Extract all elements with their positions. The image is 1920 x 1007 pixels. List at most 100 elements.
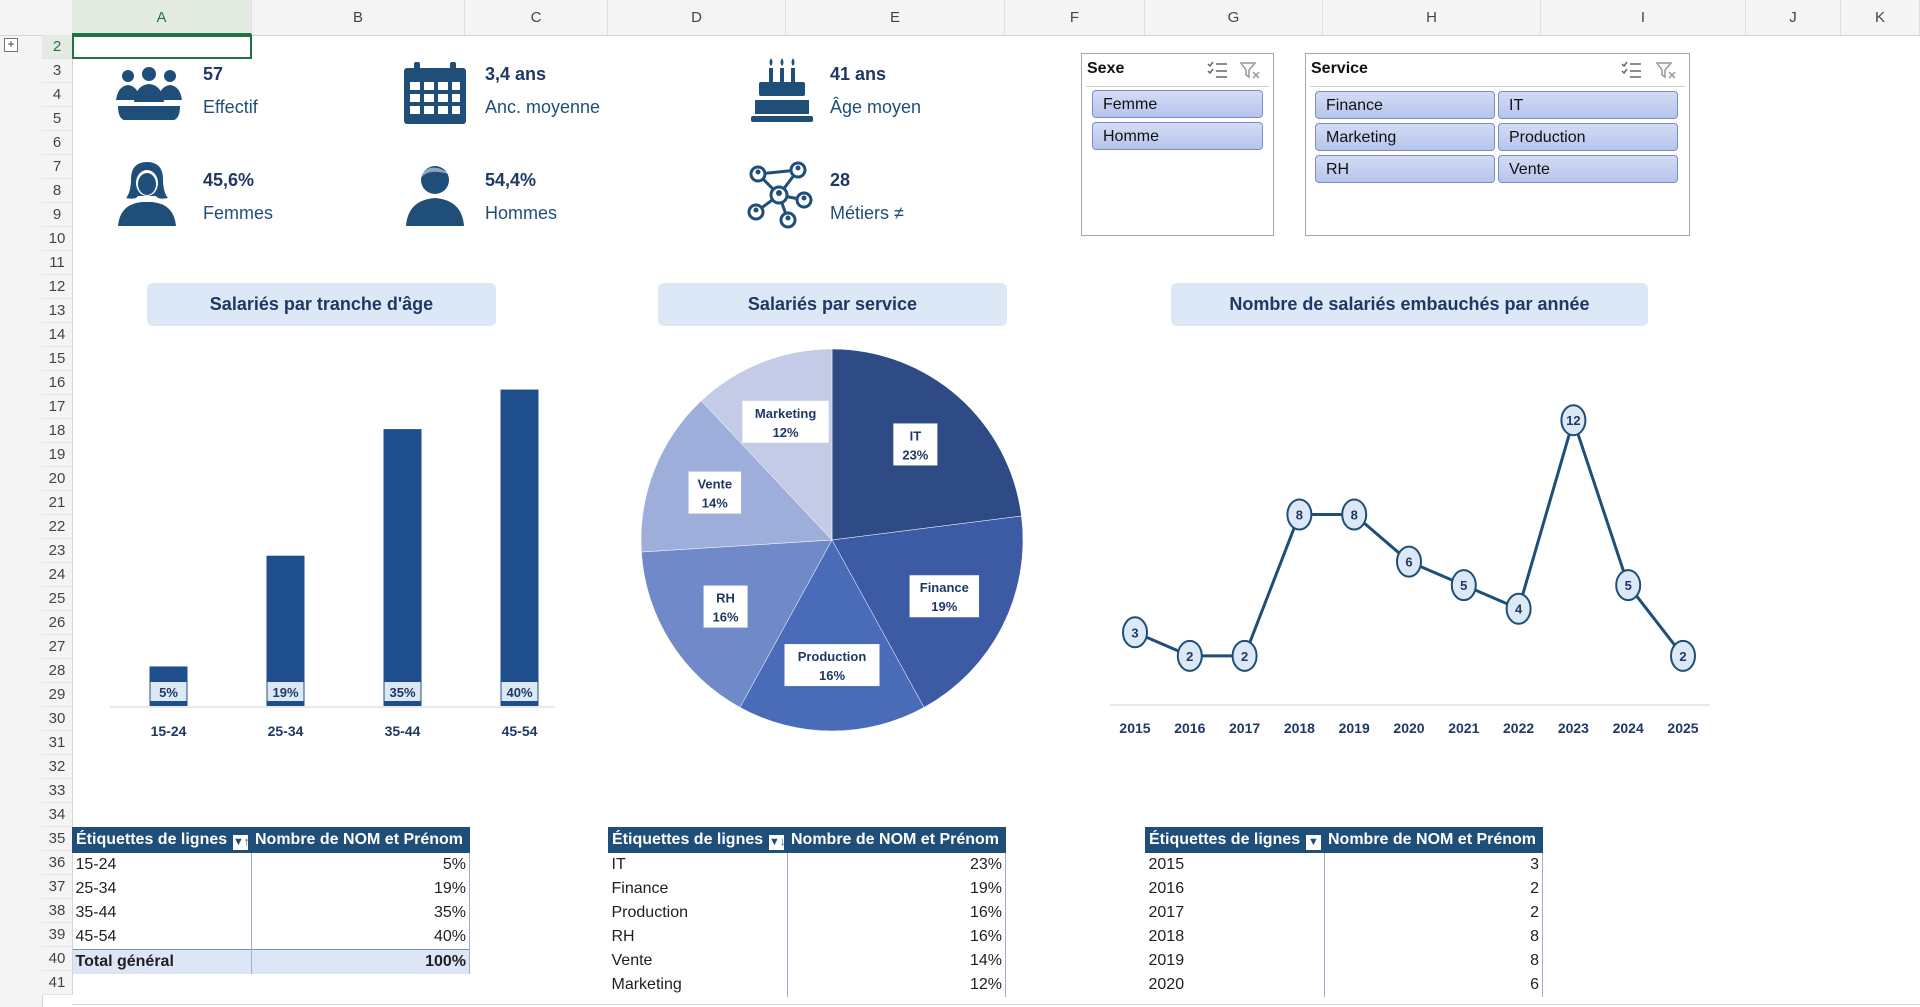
sort-filter-icon[interactable]: ▼↓ [769, 834, 786, 850]
pivot-year-header-count[interactable]: Nombre de NOM et Prénom [1324, 827, 1543, 853]
pie-chart-service[interactable]: IT 23% Finance 19% Production 16% RH 16% Vente 14… [620, 340, 1050, 740]
row-header[interactable]: 39 [42, 923, 72, 947]
row-header[interactable]: 20 [42, 467, 72, 491]
slicer-item-rh[interactable]: RH [1315, 155, 1495, 183]
man-icon [406, 166, 464, 226]
row-header[interactable]: 14 [42, 323, 72, 347]
column-header-j[interactable]: J [1746, 0, 1841, 35]
row-header[interactable]: 33 [42, 779, 72, 803]
pivot-age-header-labels[interactable]: Étiquettes de lignes ▼↑ [72, 827, 252, 853]
row-header[interactable]: 41 [42, 971, 72, 995]
row-header[interactable]: 4 [42, 83, 72, 107]
row-header[interactable]: 23 [42, 539, 72, 563]
column-header-h[interactable]: H [1323, 0, 1541, 35]
row-header[interactable]: 3 [42, 59, 72, 83]
row-header[interactable]: 19 [42, 443, 72, 467]
multi-select-icon[interactable] [1206, 60, 1228, 80]
tick-label: 45-54 [502, 723, 538, 739]
row-header[interactable]: 7 [42, 155, 72, 179]
column-header-g[interactable]: G [1145, 0, 1323, 35]
multi-select-icon[interactable] [1620, 60, 1642, 80]
filter-dropdown-icon[interactable]: ▼ [1306, 834, 1321, 850]
pie-slice [700, 348, 833, 541]
slicer-item-finance[interactable]: Finance [1315, 91, 1495, 119]
kpi-age-label: Âge moyen [830, 97, 922, 117]
selected-cell-a2[interactable] [72, 35, 252, 59]
row-header[interactable]: 30 [42, 707, 72, 731]
column-header-a[interactable]: A [72, 0, 252, 35]
row-header[interactable]: 15 [42, 347, 72, 371]
row-header[interactable]: 38 [42, 899, 72, 923]
expand-group-button[interactable]: + [4, 38, 18, 52]
table-row: 2015 3 [1145, 852, 1543, 877]
row-header[interactable]: 35 [42, 827, 72, 851]
column-header-e[interactable]: E [786, 0, 1005, 35]
row-header[interactable]: 22 [42, 515, 72, 539]
slicer-item-it[interactable]: IT [1498, 91, 1678, 119]
slicer-item-vente[interactable]: Vente [1498, 155, 1678, 183]
pivot-table-year-viewport: Étiquettes de lignes ▼ Nombre de NOM et P… [1145, 827, 1545, 1004]
pivot-service-header-count[interactable]: Nombre de NOM et Prénom [787, 827, 1006, 853]
row-header[interactable]: 26 [42, 611, 72, 635]
row-header[interactable]: 9 [42, 203, 72, 227]
row-header[interactable]: 28 [42, 659, 72, 683]
row-header[interactable]: 17 [42, 395, 72, 419]
slicer-item-homme[interactable]: Homme [1092, 122, 1263, 150]
row-header[interactable]: 31 [42, 731, 72, 755]
row-header[interactable]: 36 [42, 851, 72, 875]
row-header[interactable]: 24 [42, 563, 72, 587]
pivot-service-header-labels[interactable]: Étiquettes de lignes ▼↓ [608, 827, 788, 853]
row-header[interactable]: 34 [42, 803, 72, 827]
row-header[interactable]: 11 [42, 251, 72, 275]
data-label: 23% [902, 447, 928, 462]
pivot-table-year[interactable]: Étiquettes de lignes ▼ Nombre de NOM et P… [1145, 827, 1543, 997]
row-header[interactable]: 32 [42, 755, 72, 779]
row-header[interactable]: 18 [42, 419, 72, 443]
table-row: Vente 14% [608, 949, 1006, 973]
column-header-i[interactable]: I [1541, 0, 1746, 35]
slicer-item-production[interactable]: Production [1498, 123, 1678, 151]
data-label: 2 [1679, 649, 1686, 664]
row-header[interactable]: 2 [42, 35, 72, 59]
row-header[interactable]: 6 [42, 131, 72, 155]
row-header[interactable]: 40 [42, 947, 72, 971]
pivot-year-header-labels[interactable]: Étiquettes de lignes ▼ [1145, 827, 1325, 853]
row-header[interactable]: 16 [42, 371, 72, 395]
bar-chart-age[interactable]: 5% 15-24 19% 25-34 35% 35-44 40% 45-54 [100, 340, 570, 750]
column-header-c[interactable]: C [465, 0, 608, 35]
row-header[interactable]: 13 [42, 299, 72, 323]
data-label: 5 [1460, 578, 1467, 593]
data-label: 16% [713, 610, 739, 625]
column-header-f[interactable]: F [1005, 0, 1145, 35]
row-header[interactable]: 29 [42, 683, 72, 707]
pivot-table-service[interactable]: Étiquettes de lignes ▼↓ Nombre de NOM et … [608, 827, 1006, 997]
column-header-k[interactable]: K [1841, 0, 1920, 35]
clear-filter-icon[interactable] [1239, 60, 1261, 80]
table-row: Finance 19% [608, 877, 1006, 901]
row-header[interactable]: 5 [42, 107, 72, 131]
row-header[interactable]: 21 [42, 491, 72, 515]
slicer-item-marketing[interactable]: Marketing [1315, 123, 1495, 151]
data-label: 19% [272, 685, 298, 700]
pivot-table-age[interactable]: Étiquettes de lignes ▼↑ Nombre de NOM et … [72, 827, 470, 974]
line-chart-hires[interactable]: 3 2015 2 2016 2 2017 8 2018 8 2019 6 2020 5 2021 4 2022… [1090, 340, 1730, 750]
table-row: IT 23% [608, 852, 1006, 877]
column-header-d[interactable]: D [608, 0, 786, 35]
sort-filter-icon[interactable]: ▼↑ [233, 834, 250, 850]
data-label: RH [716, 591, 735, 606]
column-header-b[interactable]: B [252, 0, 465, 35]
slicer-item-femme[interactable]: Femme [1092, 90, 1263, 118]
data-point [1341, 498, 1368, 531]
column-headers: A B C D E F G H I J K [0, 0, 1920, 36]
row-header[interactable]: 37 [42, 875, 72, 899]
clear-filter-icon[interactable] [1655, 60, 1677, 80]
row-header[interactable]: 25 [42, 587, 72, 611]
people-group-icon [116, 67, 182, 120]
row-header[interactable]: 8 [42, 179, 72, 203]
data-label: Production [798, 649, 867, 664]
row-header[interactable]: 12 [42, 275, 72, 299]
row-header[interactable]: 10 [42, 227, 72, 251]
pivot-age-header-count[interactable]: Nombre de NOM et Prénom [251, 827, 470, 853]
slicer-service-divider [1310, 86, 1685, 87]
row-header[interactable]: 27 [42, 635, 72, 659]
